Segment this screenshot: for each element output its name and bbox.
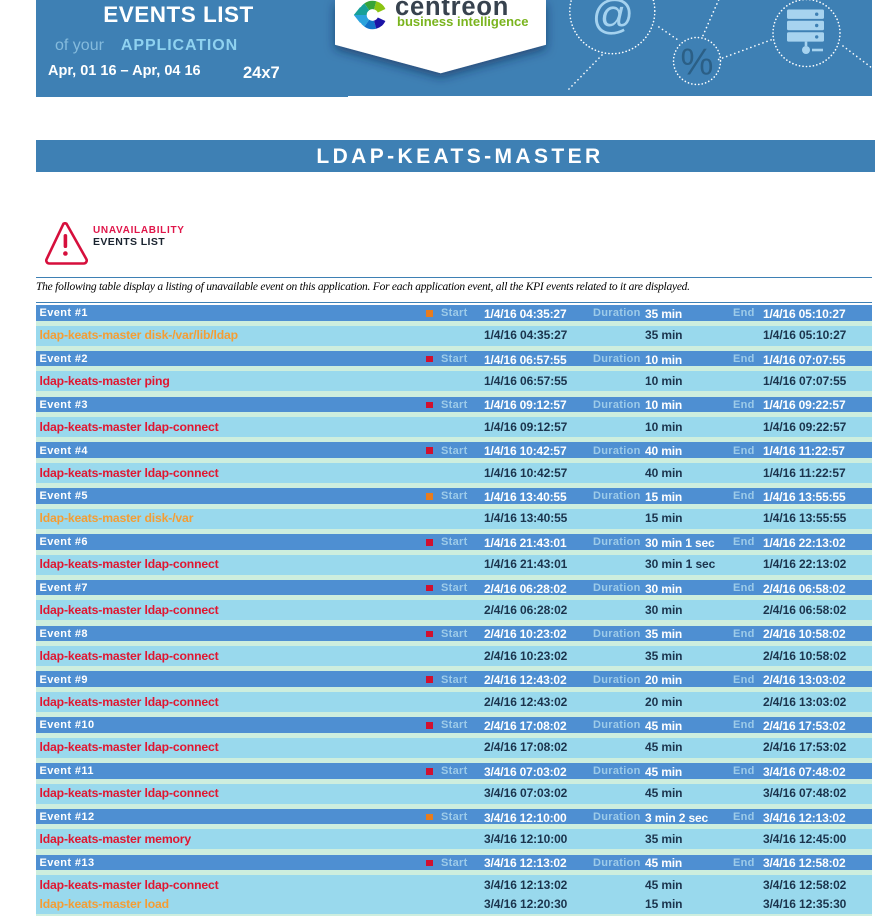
svg-text:business intelligence: business intelligence bbox=[397, 14, 529, 29]
svg-text:@: @ bbox=[592, 0, 635, 38]
svg-text:%: % bbox=[681, 42, 714, 83]
svg-text:centreon: centreon bbox=[395, 0, 509, 21]
